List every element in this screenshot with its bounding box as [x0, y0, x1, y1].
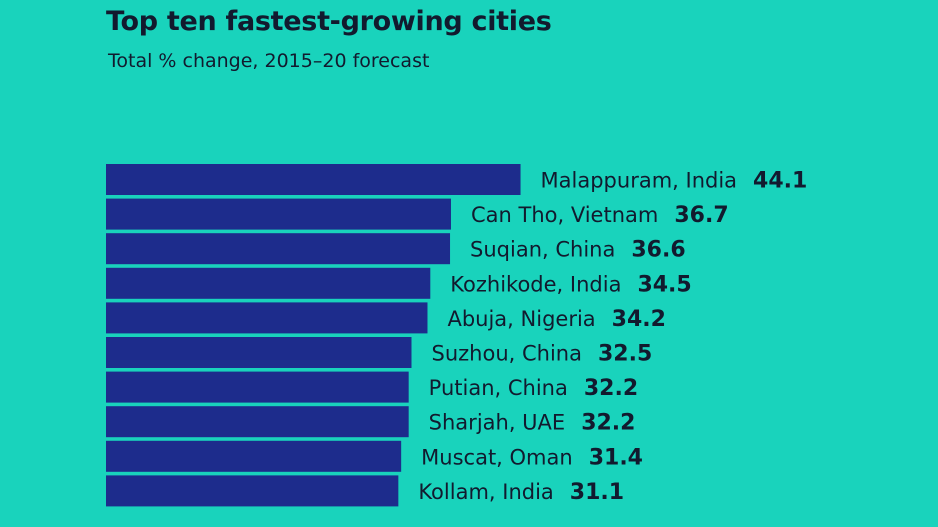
bar-row: Muscat, Oman 31.4	[106, 440, 643, 472]
bar-row: Can Tho, Vietnam 36.7	[106, 198, 729, 230]
bar	[106, 198, 451, 230]
bar-value-label: 36.6	[631, 238, 685, 263]
bar-value-label: 44.1	[753, 169, 807, 194]
bar-row: Abuja, Nigeria 34.2	[106, 302, 666, 334]
chart-subtitle: Total % change, 2015–20 forecast	[108, 50, 430, 72]
bar	[106, 233, 451, 265]
bar	[106, 371, 409, 403]
bar	[106, 475, 399, 507]
bar	[106, 406, 409, 438]
bar-category-label: Muscat, Oman	[421, 445, 573, 469]
bar-category-label: Abuja, Nigeria	[447, 307, 595, 331]
bar-value-label: 31.4	[589, 445, 643, 470]
bar	[106, 267, 431, 299]
bar-value-label: 32.2	[581, 411, 635, 436]
bar-category-label: Putian, China	[429, 376, 568, 400]
bar-value-label: 31.1	[570, 480, 624, 505]
bar-category-label: Suzhou, China	[432, 342, 582, 366]
bar-row: Sharjah, UAE 32.2	[106, 406, 635, 438]
bar	[106, 337, 412, 368]
bar-value-label: 36.7	[674, 203, 728, 228]
bar-category-label: Suqian, China	[470, 238, 615, 262]
bar-row: Putian, China 32.2	[106, 371, 638, 403]
bar	[106, 164, 521, 195]
bar-value-label: 32.2	[584, 376, 638, 401]
bar	[106, 440, 402, 472]
bar-value-label: 34.2	[612, 307, 666, 332]
bar-value-label: 32.5	[598, 342, 652, 367]
bar-row: Suqian, China 36.6	[106, 233, 686, 265]
bar-value-label: 34.5	[637, 272, 691, 297]
bar-category-label: Malappuram, India	[541, 169, 738, 193]
bar-row: Kozhikode, India 34.5	[106, 267, 692, 299]
chart-title: Top ten fastest-growing cities	[106, 6, 552, 37]
bar-row: Malappuram, India 44.1	[106, 164, 807, 195]
bar-category-label: Kollam, India	[418, 480, 553, 504]
bar-row: Kollam, India 31.1	[106, 475, 624, 507]
bar	[106, 302, 428, 334]
bar-category-label: Kozhikode, India	[450, 272, 621, 296]
bar-category-label: Can Tho, Vietnam	[471, 203, 658, 227]
bar-category-label: Sharjah, UAE	[429, 411, 566, 435]
bar-row: Suzhou, China 32.5	[106, 337, 652, 368]
